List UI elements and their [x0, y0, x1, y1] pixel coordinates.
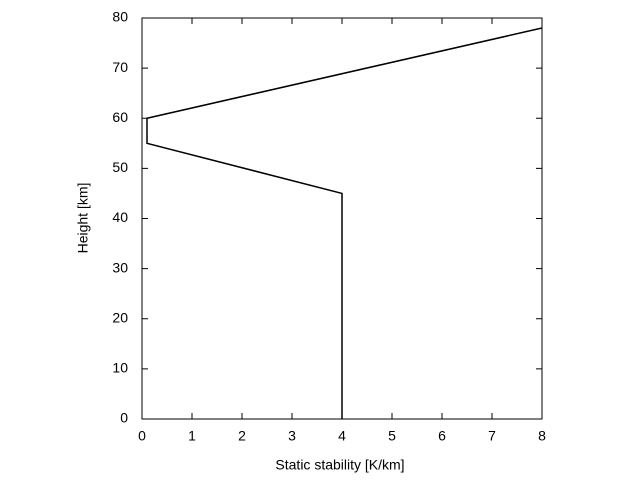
y-tick-label: 70 [112, 59, 128, 75]
y-tick-label: 50 [112, 159, 128, 175]
x-tick-label: 7 [488, 428, 496, 444]
y-tick-label: 60 [112, 109, 128, 125]
y-tick-label: 20 [112, 309, 128, 325]
x-tick-label: 5 [388, 428, 396, 444]
y-tick-label: 40 [112, 209, 128, 225]
data-line [146, 27, 543, 419]
y-axis-label: Height [km] [75, 183, 91, 254]
y-tick-label: 10 [112, 360, 128, 376]
x-tick-label: 0 [138, 428, 146, 444]
x-axis-label: Static stability [K/km] [275, 457, 404, 473]
x-tick-label: 3 [288, 428, 296, 444]
y-tick-label: 0 [120, 410, 128, 426]
x-tick-label: 6 [438, 428, 446, 444]
y-tick-label: 80 [112, 9, 128, 25]
x-tick-label: 8 [538, 428, 546, 444]
x-tick-label: 4 [338, 428, 346, 444]
y-tick-label: 30 [112, 259, 128, 275]
x-tick-label: 1 [188, 428, 196, 444]
x-tick-label: 2 [238, 428, 246, 444]
